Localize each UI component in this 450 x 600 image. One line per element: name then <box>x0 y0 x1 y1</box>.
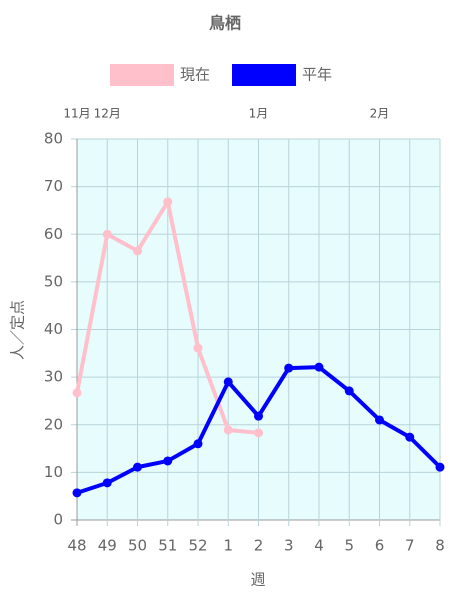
data-point <box>133 246 142 256</box>
x-tick-label: 49 <box>98 537 117 555</box>
top-month-label: 12月 <box>94 107 121 121</box>
x-tick-label: 3 <box>284 537 294 555</box>
x-tick-label: 5 <box>344 537 354 555</box>
data-point <box>163 197 173 207</box>
data-point <box>102 478 112 488</box>
x-tick-label: 1 <box>223 537 233 555</box>
y-tick-label: 40 <box>44 320 63 338</box>
y-tick-label: 60 <box>44 225 63 243</box>
x-tick-label: 7 <box>405 537 415 555</box>
data-point <box>254 411 263 421</box>
legend-swatch <box>110 64 174 86</box>
y-tick-label: 70 <box>44 177 63 195</box>
data-point <box>193 343 203 353</box>
chart-title: 鳥栖 <box>209 14 241 33</box>
x-axis-label: 週 <box>250 571 265 589</box>
data-point <box>72 488 82 498</box>
legend-label: 現在 <box>180 66 210 84</box>
x-tick-label: 6 <box>375 537 385 555</box>
x-tick-label: 51 <box>158 537 177 555</box>
data-point <box>435 462 445 472</box>
data-point <box>223 425 233 435</box>
data-point <box>284 363 294 373</box>
x-tick-label: 48 <box>67 537 86 555</box>
top-month-label: 2月 <box>370 107 390 121</box>
y-tick-label: 80 <box>44 130 63 148</box>
data-point <box>314 362 324 372</box>
data-point <box>193 439 203 449</box>
x-tick-label: 8 <box>435 537 445 555</box>
data-point <box>254 428 263 438</box>
legend-label: 平年 <box>302 66 332 84</box>
data-point <box>344 386 354 396</box>
data-point <box>405 432 415 442</box>
data-point <box>375 415 384 425</box>
x-tick-label: 50 <box>128 537 147 555</box>
y-axis-label: 人／定点 <box>9 300 27 360</box>
data-point <box>223 377 233 387</box>
y-tick-label: 20 <box>44 415 63 433</box>
y-tick-label: 0 <box>53 511 63 529</box>
x-tick-label: 4 <box>314 537 324 555</box>
top-month-label: 11月 <box>63 107 90 121</box>
y-tick-label: 50 <box>44 272 63 290</box>
legend-swatch <box>232 64 296 86</box>
y-tick-label: 30 <box>44 368 63 386</box>
y-tick-label: 10 <box>44 463 63 481</box>
x-tick-label: 2 <box>254 537 264 555</box>
data-point <box>102 229 112 239</box>
data-point <box>133 462 142 472</box>
top-month-label: 1月 <box>249 107 269 121</box>
x-tick-label: 52 <box>188 537 207 555</box>
data-point <box>72 388 82 398</box>
data-point <box>163 456 173 466</box>
